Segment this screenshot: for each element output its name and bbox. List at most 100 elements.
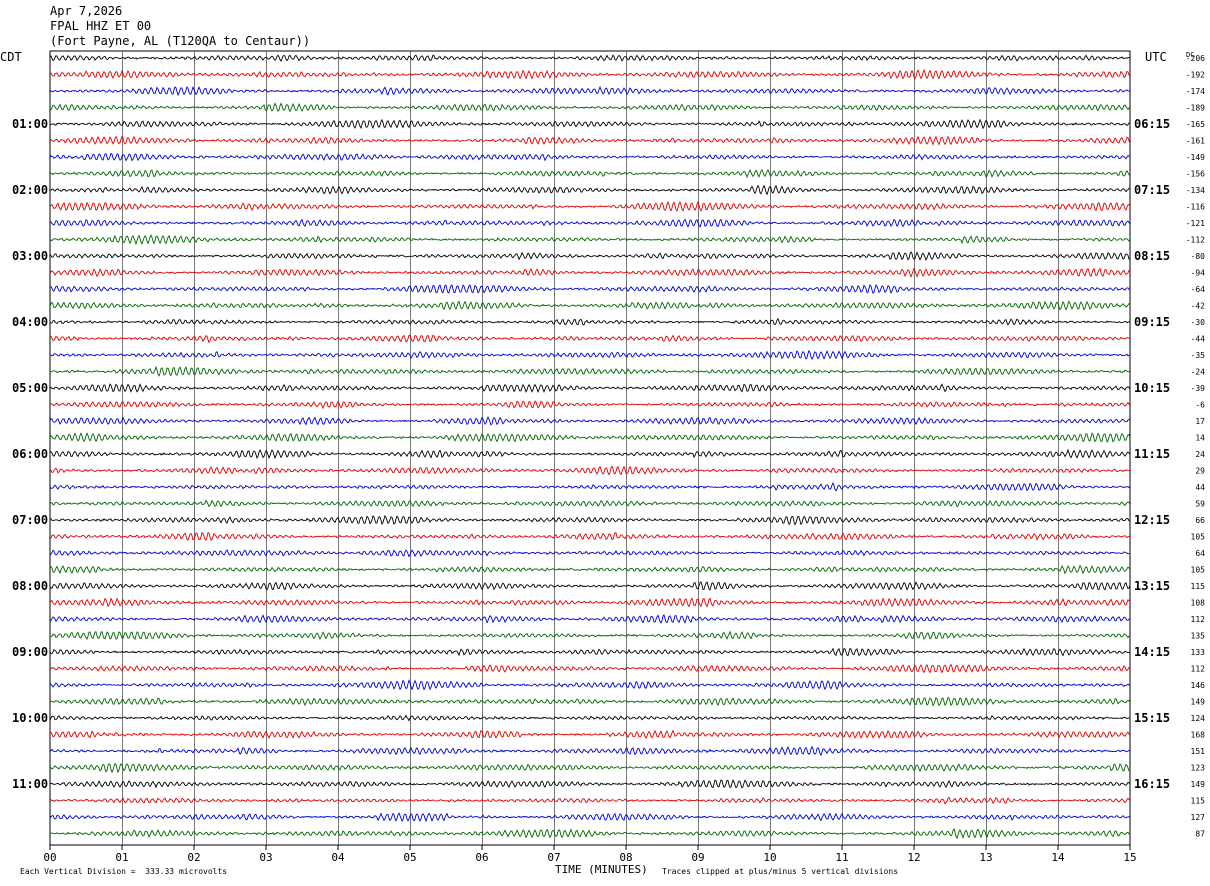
seismic-trace: [49, 465, 1131, 476]
dc-offset-label: 168: [1191, 731, 1206, 740]
clip-note: Traces clipped at plus/minus 5 vertical …: [662, 867, 899, 876]
x-axis-title: TIME (MINUTES): [555, 863, 648, 876]
seismic-traces: [49, 54, 1131, 840]
utc-time-label: 07:15: [1134, 183, 1170, 197]
dc-offset-label: -134: [1186, 186, 1205, 195]
dc-offset-label: -192: [1186, 71, 1205, 80]
seismic-trace: [49, 779, 1131, 789]
x-tick-label: 01: [115, 851, 128, 864]
seismic-trace: [49, 827, 1131, 840]
seismic-trace: [49, 349, 1131, 361]
cdt-time-label: 01:00: [12, 117, 48, 131]
dc-offset-labels: -206 -192 -174 -189 -165 -161 -149 -156 -134 -116…: [1186, 54, 1205, 839]
seismic-trace: [49, 365, 1131, 377]
dc-offset-label: 112: [1191, 665, 1206, 674]
cdt-time-label: 06:00: [12, 447, 48, 461]
utc-time-label: 08:15: [1134, 249, 1170, 263]
seismic-trace: [49, 383, 1131, 393]
dc-offset-label: 66: [1195, 516, 1205, 525]
seismic-trace: [49, 266, 1131, 278]
seismic-trace: [49, 54, 1131, 62]
dc-offset-label: 135: [1191, 632, 1206, 641]
dc-offset-label: 24: [1195, 450, 1205, 459]
dc-offset-label: 151: [1191, 747, 1206, 756]
seismic-trace: [49, 812, 1131, 823]
seismic-trace: [49, 68, 1131, 80]
dc-offset-label: -156: [1186, 170, 1205, 179]
x-tick-label: 05: [403, 851, 416, 864]
seismic-trace: [49, 714, 1131, 722]
seismic-trace: [49, 647, 1131, 657]
seismic-trace: [49, 432, 1131, 443]
dc-offset-label: -121: [1186, 219, 1205, 228]
dc-offset-label: -149: [1186, 153, 1205, 162]
dc-offset-label: 87: [1195, 830, 1205, 839]
dc-offset-label: 14: [1195, 434, 1205, 443]
seismic-trace: [49, 499, 1131, 508]
utc-axis-label: UTC: [1145, 50, 1167, 64]
utc-time-label: 14:15: [1134, 645, 1170, 659]
dc-offset-label: 133: [1191, 648, 1206, 657]
x-tick-label: 10: [763, 851, 776, 864]
dc-offset-label: 105: [1191, 566, 1206, 575]
cdt-time-label: 07:00: [12, 513, 48, 527]
seismic-trace: [49, 152, 1131, 162]
seismic-trace: [49, 614, 1131, 624]
scale-note: Each Vertical Division = 333.33 microvol…: [20, 867, 228, 876]
x-tick-label: 06: [475, 851, 488, 864]
plot-grid: [49, 50, 1131, 846]
cdt-time-label: 03:00: [12, 249, 48, 263]
utc-time-label: 16:15: [1134, 777, 1170, 791]
dc-offset-label: -206: [1186, 54, 1205, 63]
seismic-trace: [49, 531, 1131, 541]
dc-offset-label: -64: [1191, 285, 1206, 294]
seismic-trace: [49, 696, 1131, 707]
dc-column-label: DC: [1186, 51, 1194, 59]
x-tick-label: 03: [259, 851, 272, 864]
x-tick-label: 08: [619, 851, 632, 864]
seismic-trace: [49, 300, 1131, 311]
seismic-trace: [49, 85, 1131, 97]
date-label: Apr 7,2026: [50, 4, 123, 18]
seismic-trace: [49, 597, 1131, 608]
seismic-trace: [49, 762, 1131, 774]
plot-frame: [49, 50, 1131, 846]
seismic-trace: [49, 663, 1131, 674]
dc-offset-label: -6: [1195, 401, 1205, 410]
time-axis: 00 01 02 03 04 05 06 07 08 09 10 11 12 13 14 15: [43, 845, 1137, 864]
dc-offset-label: 44: [1195, 483, 1205, 492]
seismic-trace: [49, 400, 1131, 410]
dc-offset-label: 149: [1191, 698, 1206, 707]
seismic-trace: [49, 564, 1131, 575]
x-tick-label: 13: [979, 851, 992, 864]
seismic-trace: [49, 102, 1131, 113]
seismic-trace: [49, 679, 1131, 691]
utc-time-label: 10:15: [1134, 381, 1170, 395]
utc-time-labels: 06:15 07:15 08:15 09:15 10:15 11:15 12:15 13:15…: [1134, 117, 1170, 791]
cdt-time-label: 09:00: [12, 645, 48, 659]
cdt-time-label: 10:00: [12, 711, 48, 725]
x-tick-label: 09: [691, 851, 704, 864]
cdt-time-label: 04:00: [12, 315, 48, 329]
dc-offset-label: -24: [1191, 368, 1206, 377]
dc-offset-label: 127: [1191, 813, 1206, 822]
seismic-trace: [49, 284, 1131, 294]
dc-offset-label: -94: [1191, 269, 1206, 278]
x-tick-label: 15: [1123, 851, 1136, 864]
seismic-trace: [49, 415, 1131, 426]
seismic-trace: [49, 168, 1131, 179]
dc-offset-label: 64: [1195, 549, 1205, 558]
dc-offset-label: -30: [1191, 318, 1206, 327]
cdt-axis-label: CDT: [0, 50, 22, 64]
dc-offset-label: 59: [1195, 500, 1205, 509]
seismic-trace: [49, 118, 1131, 130]
dc-offset-label: -35: [1191, 351, 1206, 360]
utc-time-label: 09:15: [1134, 315, 1170, 329]
dc-offset-label: -44: [1191, 335, 1206, 344]
cdt-time-labels: 01:00 02:00 03:00 04:00 05:00 06:00 07:00 08:00…: [12, 117, 48, 791]
seismic-trace: [49, 448, 1131, 460]
seismic-trace: [49, 218, 1131, 228]
seismic-trace: [49, 630, 1131, 641]
cdt-time-label: 11:00: [12, 777, 48, 791]
seismic-trace: [49, 745, 1131, 757]
